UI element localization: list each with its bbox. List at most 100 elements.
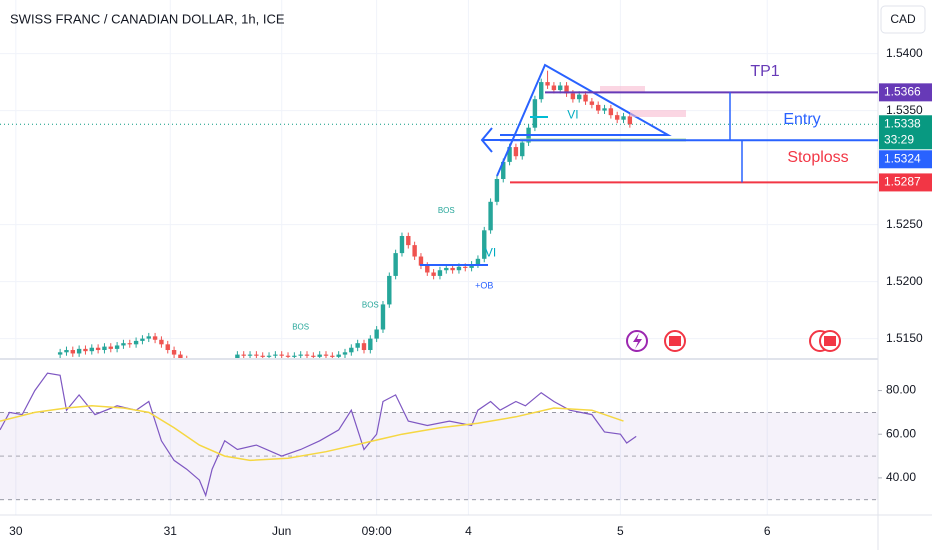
annotation: BOS (362, 301, 379, 310)
y-tick-label: 1.5350 (886, 103, 923, 117)
candle-body (583, 94, 588, 102)
candle-body (349, 347, 354, 353)
candle-body (241, 354, 246, 356)
candle-body (380, 304, 386, 330)
zone (630, 110, 686, 117)
candle-body (431, 272, 436, 276)
price-tag (879, 83, 932, 102)
price-tag (879, 115, 932, 150)
candle-body (488, 201, 493, 231)
candle-body (614, 115, 620, 120)
price-line-label: Entry (783, 111, 820, 128)
candle-body (570, 93, 576, 100)
candle-body (95, 347, 101, 351)
y-tick-label: 40.00 (886, 470, 916, 484)
rsi-line (0, 372, 637, 498)
candle-body (127, 343, 132, 345)
annotation: VI (485, 245, 496, 259)
price-line-label: TP1 (750, 63, 779, 80)
candle-body (330, 355, 335, 357)
candle-body (469, 264, 474, 268)
candle-body (121, 343, 126, 346)
candle-body (608, 108, 614, 116)
zone (600, 86, 645, 93)
y-tick-label: 60.00 (886, 426, 916, 440)
candle-body (475, 258, 481, 265)
candle-body (406, 236, 411, 246)
currency-button[interactable] (880, 5, 926, 34)
candle-body (513, 147, 519, 157)
candle-body (171, 350, 177, 355)
price-line-label: Stoploss (787, 149, 848, 166)
candle-body (393, 253, 398, 276)
candle-body (140, 338, 145, 341)
candle-body (235, 354, 240, 358)
x-tick-label: 31 (164, 524, 178, 538)
candle-body (336, 354, 341, 357)
candle-body (482, 230, 487, 259)
triangle (496, 63, 672, 177)
candle-body (551, 85, 557, 91)
event-icons (626, 330, 841, 352)
candle-body (247, 354, 253, 356)
candle-body (266, 355, 272, 357)
candle-body (501, 161, 506, 179)
candle-body (70, 350, 75, 354)
candle-body (260, 355, 265, 357)
price-tag (879, 150, 932, 169)
candle-body (317, 354, 322, 357)
x-tick-label: 4 (465, 524, 472, 538)
candle-body (545, 82, 550, 86)
price-tag-label: 1.5366 (884, 85, 921, 99)
axes: 30 31 Jun 09:00 4 5 61.51501.52001.52501.53501… (9, 46, 932, 538)
candle-body (64, 350, 69, 353)
candle-body (108, 346, 113, 349)
candle-body (589, 101, 595, 105)
price-tag-label: 1.5324 (884, 151, 921, 165)
y-tick-label: 80.00 (886, 383, 916, 397)
annotation: +OB (475, 281, 493, 291)
x-tick-label: 6 (764, 524, 771, 538)
candle-body (114, 345, 120, 349)
rsi-line (0, 405, 624, 462)
grid (0, 0, 878, 515)
candle-body (444, 267, 449, 271)
candle-body (387, 275, 392, 305)
flag (669, 336, 681, 346)
candle-body (539, 82, 544, 100)
candle-body (450, 267, 455, 271)
candle-body (355, 343, 360, 348)
candle-body (532, 99, 538, 128)
candle-body (520, 142, 525, 157)
annotation: BOS (292, 322, 309, 331)
candle-body (627, 116, 633, 125)
candle-body (285, 355, 291, 357)
candle-body (342, 352, 348, 355)
candle-body (507, 147, 512, 162)
candle-body (621, 116, 626, 120)
flag (824, 336, 836, 346)
candle-body (577, 94, 582, 100)
countdown: 33:29 (884, 132, 914, 146)
x-tick-label: Jun (272, 524, 291, 538)
rsi-pane (0, 372, 878, 501)
candle-body (596, 104, 601, 111)
candle-body (273, 354, 278, 356)
y-tick-label: 1.5150 (886, 331, 923, 345)
candle-body (178, 354, 183, 358)
y-tick-label: 1.5250 (886, 217, 923, 231)
candle-body (76, 348, 82, 354)
price-tag-label: 1.5338 (884, 116, 921, 130)
candle-body (292, 355, 297, 357)
candle-body (133, 340, 139, 345)
candle-body (311, 355, 316, 357)
candle-body (602, 108, 607, 111)
candle-body (564, 85, 569, 94)
x-tick-label: 09:00 (362, 524, 392, 538)
candle-body (412, 245, 417, 257)
candle-body (304, 354, 310, 356)
candle-body (146, 336, 151, 339)
candle-body (418, 256, 424, 266)
candle-body (298, 354, 303, 356)
